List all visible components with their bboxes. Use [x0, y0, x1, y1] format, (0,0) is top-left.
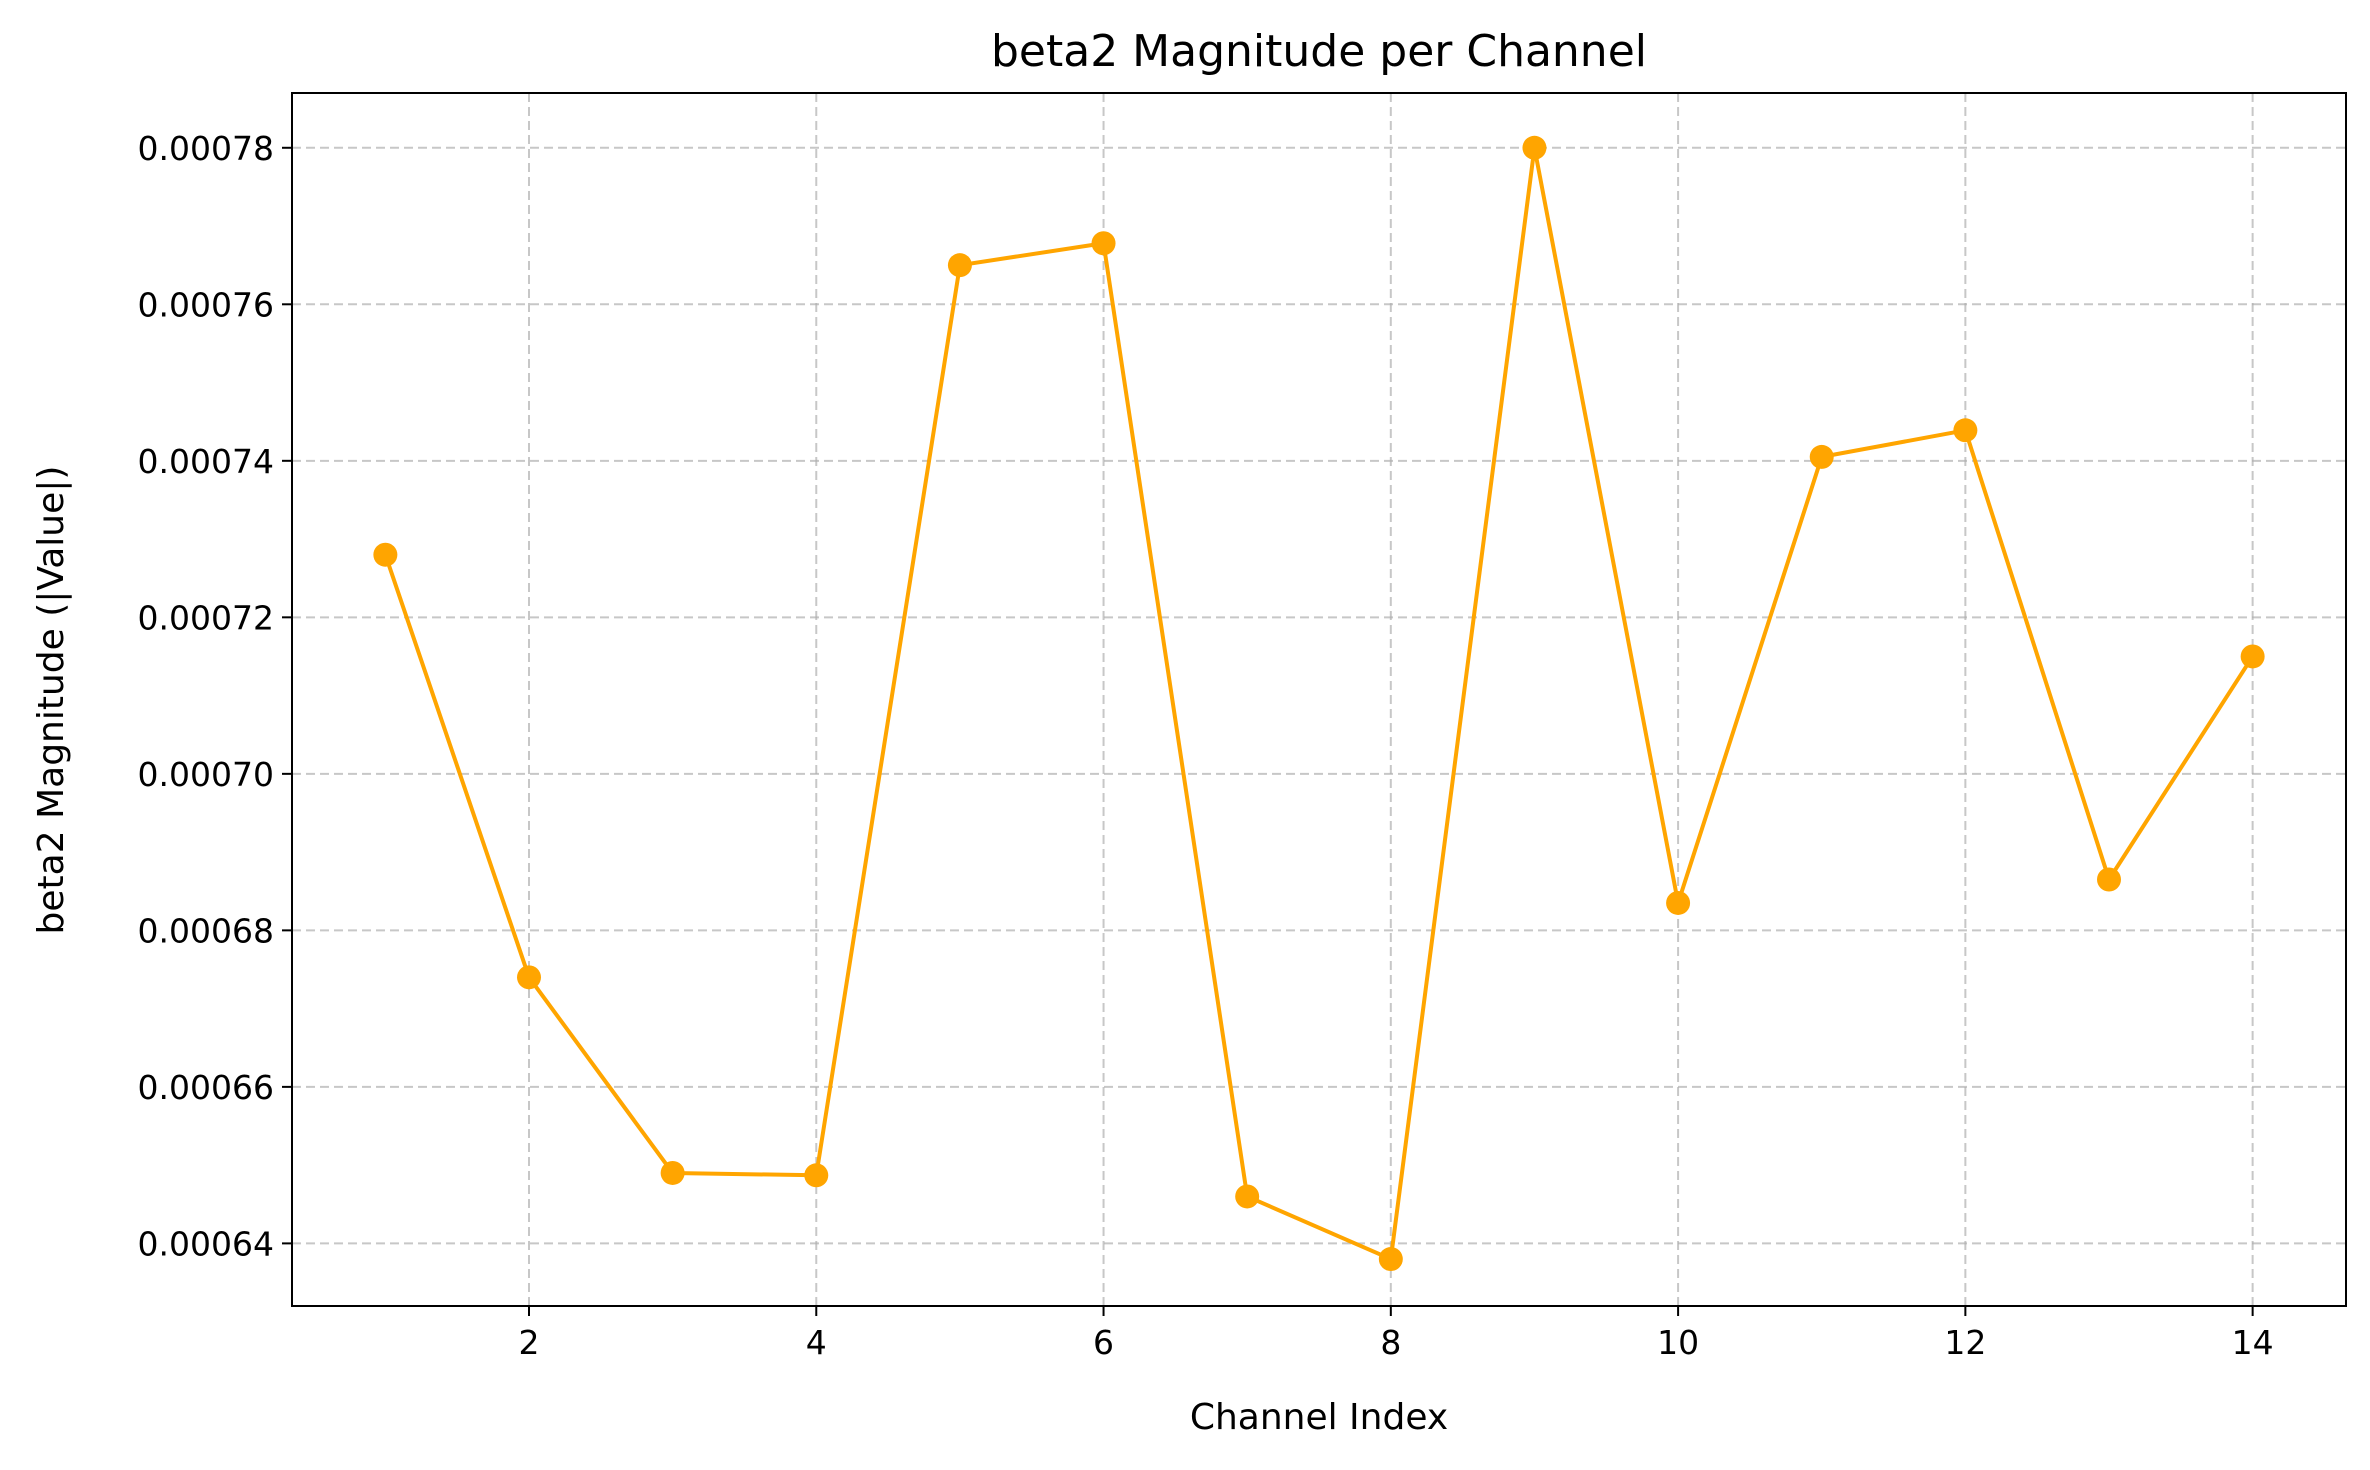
data-point-marker	[1809, 444, 1834, 469]
x-tick-label: 6	[1093, 1323, 1114, 1362]
plot-area-frame	[291, 92, 2347, 1307]
data-point-marker	[947, 253, 972, 278]
y-tick-label: 0.00064	[138, 1224, 274, 1263]
y-tick-label: 0.00078	[138, 129, 274, 168]
y-tick-label: 0.00076	[138, 285, 274, 324]
x-tick-label: 12	[1944, 1323, 1986, 1362]
data-point-marker	[1378, 1247, 1403, 1272]
x-axis-ticks: 2 4 6 8 10 12 14	[519, 1306, 2274, 1362]
data-point-marker	[2097, 867, 2121, 892]
y-tick-label: 0.00072	[138, 598, 274, 637]
data-point-marker	[373, 542, 398, 567]
y-axis-ticks: 0.00064 0.00066 0.00068 0.00070 0.00072 0.000…	[138, 129, 292, 1263]
data-point-marker	[1953, 418, 1978, 443]
series-line	[383, 145, 2255, 1262]
y-tick-label: 0.00066	[138, 1068, 274, 1107]
x-tick-label: 2	[519, 1323, 540, 1362]
data-point-marker	[2240, 644, 2265, 669]
chart-title: beta2 Magnitude per Channel	[991, 26, 1647, 77]
y-axis-label: beta2 Magnitude (|Value|)	[31, 466, 72, 935]
x-tick-label: 14	[2232, 1323, 2274, 1362]
series-layer	[373, 135, 2265, 1272]
data-point-marker	[1666, 890, 1691, 915]
x-axis-label: Channel Index	[1190, 1397, 1448, 1438]
data-point-marker	[1522, 135, 1547, 160]
data-point-marker	[660, 1160, 685, 1185]
x-tick-label: 4	[806, 1323, 827, 1362]
y-tick-label: 0.00074	[138, 442, 274, 481]
data-point-marker	[1235, 1184, 1260, 1209]
data-point-marker	[804, 1163, 829, 1188]
y-tick-label: 0.00070	[138, 755, 274, 794]
x-tick-label: 8	[1380, 1323, 1401, 1362]
data-point-marker	[1091, 231, 1116, 256]
data-point-marker	[517, 965, 541, 990]
y-tick-label: 0.00068	[138, 911, 274, 950]
grid	[292, 93, 2346, 1306]
x-tick-label: 10	[1657, 1323, 1699, 1362]
